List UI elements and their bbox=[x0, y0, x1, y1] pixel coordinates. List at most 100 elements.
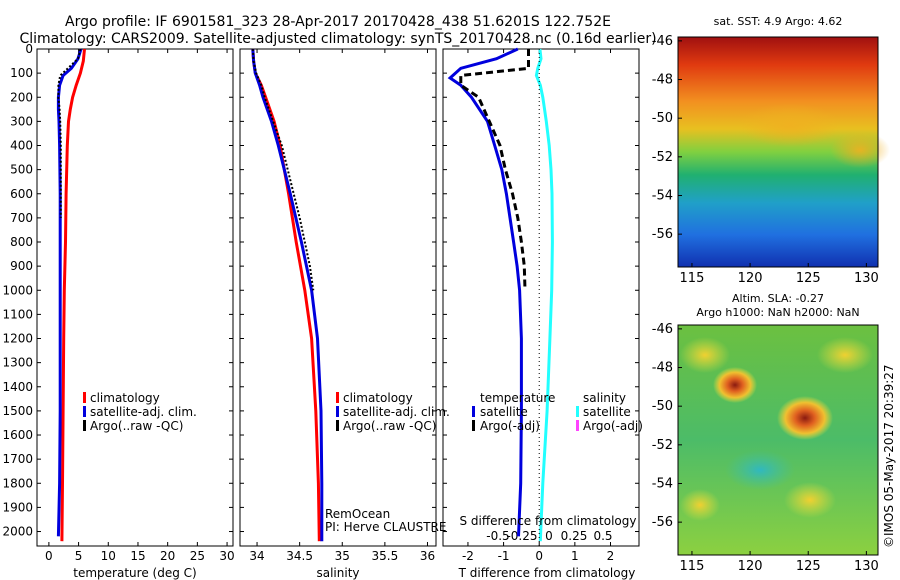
depth-tick-label: 800 bbox=[10, 235, 33, 249]
depth-tick-label: 0 bbox=[25, 42, 33, 56]
depth-tick-label: 1200 bbox=[2, 332, 33, 346]
t-difference-xlabel: T difference from climatology bbox=[458, 566, 636, 580]
series-line-argo-raw-qc- bbox=[57, 48, 82, 218]
s-difference-xlabel: S difference from climatology bbox=[460, 514, 637, 528]
legend-label-s-argo: Argo(-adj) bbox=[583, 419, 643, 433]
program-name: RemOcean bbox=[325, 507, 390, 521]
map-lat-label: -48 bbox=[652, 73, 673, 88]
s-diff-tick-label: -0.5 bbox=[486, 529, 509, 543]
map-lat-label: -50 bbox=[652, 111, 673, 126]
legend-label-argo-raw: Argo(..raw -QC) bbox=[343, 419, 436, 433]
legend-label-t-argo: Argo(-adj) bbox=[480, 419, 540, 433]
series-line-salinity-satellite bbox=[534, 48, 554, 542]
sla-feature bbox=[817, 337, 873, 373]
x-tick-label: 34 bbox=[249, 549, 264, 563]
sst-map-title: sat. SST: 4.9 Argo: 4.62 bbox=[714, 15, 843, 28]
map-lon-label: 115 bbox=[680, 559, 705, 574]
s-diff-tick-label: 0.25 bbox=[561, 529, 588, 543]
sst-warm-feature bbox=[740, 103, 840, 147]
legend-swatch-t-satellite bbox=[472, 406, 475, 417]
map-lat-label: -52 bbox=[652, 150, 673, 165]
depth-tick-label: 1800 bbox=[2, 476, 33, 490]
depth-tick-label: 700 bbox=[10, 211, 33, 225]
imos-timestamp: ©IMOS 05-May-2017 20:39:27 bbox=[882, 364, 896, 548]
map-lat-label: -50 bbox=[652, 399, 673, 414]
salinity-panel-frame bbox=[239, 48, 437, 547]
map-lat-label: -54 bbox=[652, 476, 673, 491]
x-tick-label: 10 bbox=[101, 549, 116, 563]
legend-swatch-satellite-adj bbox=[83, 406, 86, 417]
x-tick-label: 35 bbox=[335, 549, 350, 563]
sla-feature bbox=[777, 396, 833, 440]
s-diff-tick-label: 0 bbox=[545, 529, 553, 543]
sla-map-ticks: 115 120 125 130 -46 -48 -50 -52 -54 -56 bbox=[652, 322, 879, 574]
sst-warm-feature bbox=[830, 132, 890, 168]
legend-swatch-climatology bbox=[336, 392, 339, 403]
legend-swatch-argo-raw bbox=[336, 420, 339, 431]
s-diff-tick-label: -0.25 bbox=[506, 529, 537, 543]
temperature-legend: climatology satellite-adj. clim. Argo(..… bbox=[83, 391, 197, 433]
map-lat-label: -56 bbox=[652, 227, 673, 242]
depth-tick-label: 1900 bbox=[2, 500, 33, 514]
x-tick-label: 1 bbox=[571, 549, 579, 563]
axis-ticks: 0100200300400500600700800900100011001200… bbox=[2, 42, 639, 563]
x-tick-label: 34.5 bbox=[286, 549, 313, 563]
legend-label-argo-raw: Argo(..raw -QC) bbox=[90, 419, 183, 433]
map-lon-label: 130 bbox=[854, 559, 879, 574]
legend-swatch-s-satellite bbox=[576, 406, 579, 417]
sla-map-title-line2: Argo h1000: NaN h2000: NaN bbox=[696, 306, 859, 319]
x-tick-label: 0 bbox=[535, 549, 543, 563]
legend-heading-salinity: salinity bbox=[583, 391, 626, 405]
sla-map-title-line1: Altim. SLA: -0.27 bbox=[732, 292, 824, 305]
sla-map-frame bbox=[677, 324, 879, 556]
legend-swatch-s-argo bbox=[576, 420, 579, 431]
map-lat-label: -46 bbox=[652, 322, 673, 337]
map-lon-label: 120 bbox=[738, 271, 763, 286]
x-tick-label: -1 bbox=[498, 549, 510, 563]
legend-label-climatology: climatology bbox=[90, 391, 160, 405]
legend-label-satellite-adj: satellite-adj. clim. bbox=[90, 405, 197, 419]
map-lat-label: -52 bbox=[652, 438, 673, 453]
depth-tick-label: 1100 bbox=[2, 307, 33, 321]
difference-legend: temperature salinity satellite Argo(-adj… bbox=[472, 391, 643, 433]
map-lat-label: -56 bbox=[652, 515, 673, 530]
depth-tick-label: 900 bbox=[10, 259, 33, 273]
x-tick-label: -2 bbox=[462, 549, 474, 563]
figure-title-line2: Climatology: CARS2009. Satellite-adjuste… bbox=[19, 31, 656, 47]
depth-tick-label: 200 bbox=[10, 90, 33, 104]
series-line-climatology bbox=[251, 48, 321, 542]
salinity-xlabel: salinity bbox=[316, 566, 359, 580]
x-tick-label: 25 bbox=[190, 549, 205, 563]
sst-map-ticks: 115 120 125 130 -46 -48 -50 -52 -54 -56 bbox=[652, 34, 879, 286]
sst-map-frame bbox=[677, 36, 879, 268]
pi-name: PI: Herve CLAUSTRE bbox=[325, 520, 446, 534]
legend-swatch-satellite-adj bbox=[336, 406, 339, 417]
x-tick-label: 0 bbox=[45, 549, 53, 563]
figure-title-line1: Argo profile: IF 6901581_323 28-Apr-2017… bbox=[65, 14, 611, 30]
depth-tick-label: 1700 bbox=[2, 452, 33, 466]
series-line-climatology bbox=[60, 48, 86, 542]
depth-tick-label: 1000 bbox=[2, 283, 33, 297]
legend-swatch-climatology bbox=[83, 392, 86, 403]
depth-tick-label: 1300 bbox=[2, 356, 33, 370]
x-tick-label: 36 bbox=[420, 549, 435, 563]
depth-tick-label: 300 bbox=[10, 114, 33, 128]
legend-heading-temperature: temperature bbox=[480, 391, 555, 405]
salinity-legend: climatology satellite-adj. clim. Argo(..… bbox=[336, 391, 450, 433]
depth-tick-label: 1500 bbox=[2, 404, 33, 418]
sla-feature bbox=[713, 367, 757, 403]
series-line-temperature-argo-adj- bbox=[459, 49, 530, 291]
map-lat-label: -54 bbox=[652, 188, 673, 203]
map-lon-label: 115 bbox=[680, 271, 705, 286]
sla-feature bbox=[784, 482, 836, 518]
x-tick-label: 30 bbox=[219, 549, 234, 563]
series-line-satellite-adj-clim- bbox=[56, 48, 83, 537]
depth-tick-label: 1400 bbox=[2, 380, 33, 394]
depth-tick-label: 100 bbox=[10, 66, 33, 80]
temperature-panel-frame bbox=[36, 48, 234, 547]
depth-tick-label: 2000 bbox=[2, 525, 33, 539]
map-lat-label: -46 bbox=[652, 34, 673, 49]
sla-feature bbox=[725, 450, 795, 490]
x-tick-label: 15 bbox=[130, 549, 145, 563]
